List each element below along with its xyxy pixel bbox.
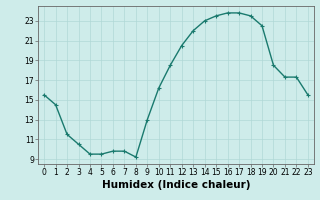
X-axis label: Humidex (Indice chaleur): Humidex (Indice chaleur) <box>102 180 250 190</box>
